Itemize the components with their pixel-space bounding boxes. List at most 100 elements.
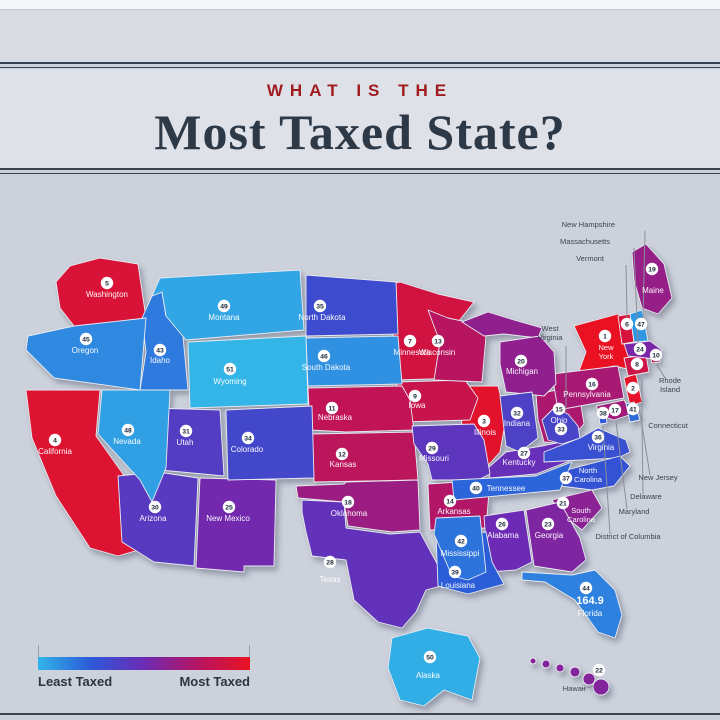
rank-number-south-carolina: 21 bbox=[559, 500, 567, 507]
rank-badge-maine bbox=[645, 262, 659, 276]
leader-line-rhode-island bbox=[656, 364, 666, 379]
state-florida bbox=[521, 569, 623, 639]
state-label-arizona: Arizona bbox=[139, 514, 167, 523]
state-label-alabama: Alabama bbox=[487, 531, 519, 540]
legend-most-label: Most Taxed bbox=[179, 674, 250, 689]
state-label-pennsylvania: Pennsylvania bbox=[563, 390, 611, 399]
state-label-maine: Maine bbox=[642, 286, 664, 295]
state-label-oregon: Oregon bbox=[72, 346, 99, 355]
rank-number-colorado: 34 bbox=[244, 435, 252, 442]
rank-badge-indiana bbox=[510, 406, 524, 420]
divider-bottom bbox=[0, 168, 720, 175]
rank-number-nevada: 48 bbox=[124, 427, 132, 434]
rank-number-new-york: 1 bbox=[603, 333, 607, 340]
rank-number-wyoming: 51 bbox=[226, 366, 234, 373]
rank-badge-colorado bbox=[241, 431, 255, 445]
rank-badge-north-dakota bbox=[313, 299, 327, 313]
rank-number-vermont: 6 bbox=[625, 321, 629, 328]
rank-number-district-of-columbia: 38 bbox=[599, 410, 607, 417]
leader-line-district-of-columbia bbox=[602, 425, 611, 535]
rank-badge-mississippi bbox=[454, 534, 468, 548]
rank-badge-new-york bbox=[598, 329, 612, 343]
state-label-utah: Utah bbox=[177, 438, 194, 447]
rank-badge-pennsylvania bbox=[585, 377, 599, 391]
rank-number-arizona: 30 bbox=[151, 504, 159, 511]
state-hawaii bbox=[541, 659, 551, 669]
state-label-ohio: Ohio bbox=[551, 416, 568, 425]
top-strip bbox=[0, 0, 720, 9]
rank-number-louisiana: 39 bbox=[451, 569, 459, 576]
rank-badge-new-mexico bbox=[222, 500, 236, 514]
state-label-indiana: Indiana bbox=[504, 419, 531, 428]
rank-badge-iowa bbox=[408, 389, 422, 403]
rank-number-kansas: 12 bbox=[338, 451, 346, 458]
state-label-oklahoma: Oklahoma bbox=[331, 509, 368, 518]
state-nebraska bbox=[307, 385, 415, 433]
state-michigan bbox=[461, 311, 543, 339]
rank-number-new-mexico: 25 bbox=[225, 504, 233, 511]
rank-number-hawaii: 22 bbox=[595, 667, 603, 674]
rank-number-utah: 31 bbox=[182, 428, 190, 435]
rank-badge-maryland bbox=[608, 403, 622, 417]
rank-number-mississippi: 42 bbox=[457, 538, 465, 545]
state-label-colorado: Colorado bbox=[231, 445, 264, 454]
state-label-louisiana: Louisiana bbox=[441, 581, 476, 590]
state-label-nebraska: Nebraska bbox=[318, 413, 353, 422]
rank-badge-wyoming bbox=[223, 362, 237, 376]
rank-number-california: 4 bbox=[53, 437, 57, 444]
state-virginia bbox=[543, 427, 631, 463]
rank-badge-vermont bbox=[620, 317, 634, 331]
rank-badge-ohio bbox=[552, 402, 566, 416]
state-hawaii bbox=[569, 666, 581, 678]
rank-number-arkansas: 14 bbox=[446, 498, 454, 505]
leader-line-maryland bbox=[615, 421, 628, 510]
callout-label-rhode-island: Rhode Island bbox=[659, 376, 681, 394]
state-label-wyoming: Wyoming bbox=[213, 377, 246, 386]
rank-number-iowa: 9 bbox=[413, 393, 417, 400]
callout-label-west-virginia: West Virginia bbox=[538, 324, 564, 342]
rank-badge-west-virginia bbox=[554, 422, 568, 436]
rank-number-ohio: 15 bbox=[555, 406, 563, 413]
rank-number-oklahoma: 18 bbox=[344, 499, 352, 506]
rank-number-maine: 19 bbox=[648, 266, 656, 273]
callout-label-district-of-columbia: District of Columbia bbox=[595, 532, 661, 541]
rank-badge-texas bbox=[323, 555, 337, 569]
rank-number-alaska: 50 bbox=[426, 654, 434, 661]
rank-number-georgia: 23 bbox=[544, 521, 552, 528]
callout-label-new-jersey: New Jersey bbox=[638, 473, 677, 482]
rank-badge-arkansas bbox=[443, 494, 457, 508]
rank-number-missouri: 29 bbox=[428, 445, 436, 452]
state-maine bbox=[631, 243, 673, 315]
rank-badge-montana bbox=[217, 299, 231, 313]
rank-badge-oklahoma bbox=[341, 495, 355, 509]
state-label-washington: Washington bbox=[86, 290, 128, 299]
state-label-mississippi: Mississippi bbox=[441, 549, 480, 558]
rank-badge-hawaii bbox=[592, 663, 606, 677]
state-label-alaska: Alaska bbox=[416, 671, 441, 680]
state-label-georgia: Georgia bbox=[535, 531, 564, 540]
state-north-dakota bbox=[305, 274, 399, 337]
rank-number-indiana: 32 bbox=[513, 410, 521, 417]
state-mississippi bbox=[433, 515, 487, 581]
rank-number-maryland: 17 bbox=[611, 407, 619, 414]
rank-number-wisconsin: 13 bbox=[434, 338, 442, 345]
rank-badge-nevada bbox=[121, 423, 135, 437]
state-label-south-dakota: South Dakota bbox=[302, 363, 351, 372]
rank-badge-utah bbox=[179, 424, 193, 438]
rank-number-montana: 49 bbox=[220, 303, 228, 310]
state-hawaii bbox=[529, 657, 537, 665]
rank-number-virginia: 36 bbox=[594, 434, 602, 441]
rank-number-texas: 28 bbox=[326, 559, 334, 566]
state-oklahoma bbox=[295, 479, 421, 533]
divider-top bbox=[0, 62, 720, 69]
rank-number-massachusetts: 24 bbox=[636, 346, 644, 353]
rank-badge-alabama bbox=[495, 517, 509, 531]
callout-label-delaware: Delaware bbox=[630, 492, 662, 501]
callout-label-maryland: Maryland bbox=[619, 507, 650, 516]
rank-badge-new-hampshire bbox=[634, 317, 648, 331]
rank-number-alabama: 26 bbox=[498, 521, 506, 528]
state-kansas bbox=[311, 431, 419, 483]
state-label-florida: Florida bbox=[578, 609, 603, 618]
